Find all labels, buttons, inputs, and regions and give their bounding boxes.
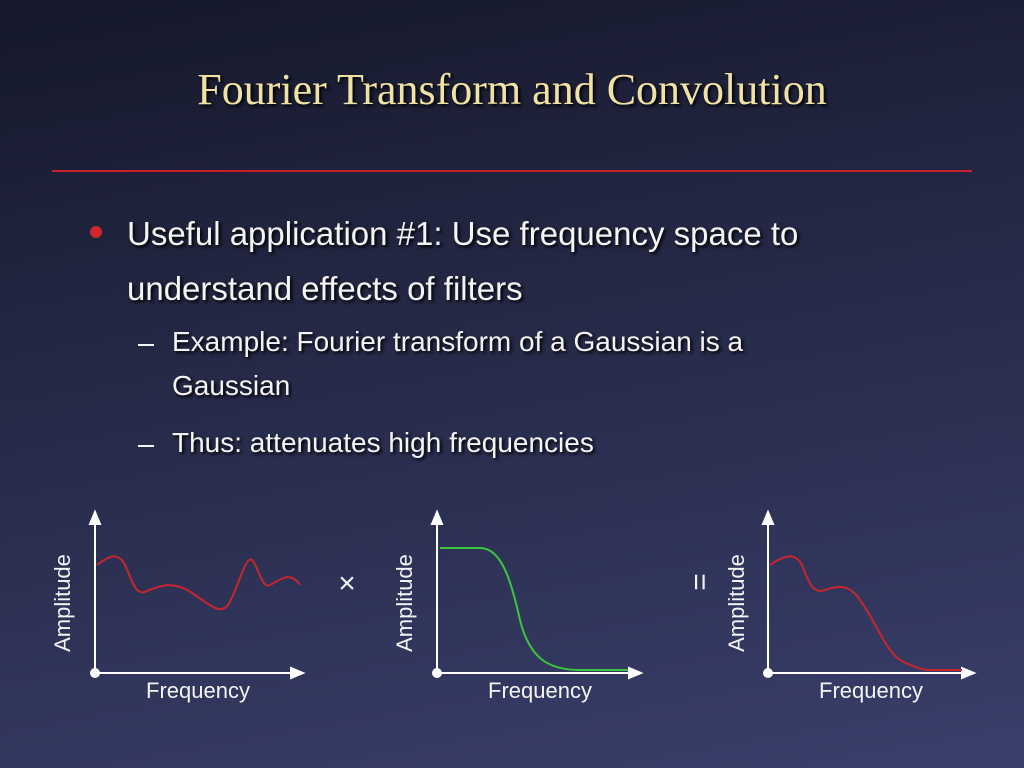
y-axis-label: Amplitude — [50, 554, 75, 652]
x-axis-label: Frequency — [488, 678, 592, 703]
sub-bullet-marker — [138, 445, 154, 447]
operator: = — [683, 573, 716, 591]
x-axis-label: Frequency — [146, 678, 250, 703]
axes — [88, 509, 977, 680]
slide-title: Fourier Transform and Convolution — [197, 65, 827, 114]
operator: × — [338, 567, 356, 600]
sub-bullet-marker — [138, 344, 154, 346]
y-axis-label: Amplitude — [392, 554, 417, 652]
bullet-text: Useful application #1: Use frequency spa… — [127, 215, 799, 307]
y-axis-label: Amplitude — [724, 554, 749, 652]
title-rule — [52, 170, 972, 172]
sub-bullet-text: Thus: attenuates high frequencies — [172, 427, 594, 458]
sub-bullet-text: Example: Fourier transform of a Gaussian… — [172, 326, 744, 401]
x-axis-label: Frequency — [819, 678, 923, 703]
curves — [96, 547, 962, 671]
bullet-marker — [90, 226, 102, 238]
